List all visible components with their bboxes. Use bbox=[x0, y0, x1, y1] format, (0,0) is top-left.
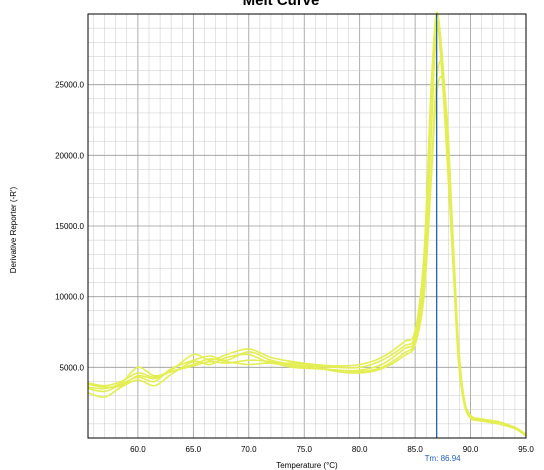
x-axis-label: Temperature (°C) bbox=[276, 461, 338, 470]
x-tick-label: 95.0 bbox=[518, 445, 534, 454]
x-tick-label: 60.0 bbox=[130, 445, 146, 454]
x-tick-label: 75.0 bbox=[296, 445, 312, 454]
axis-ticks: 60.0 65.0 70.0 75.0 80.0 85.0 90.0 95.0 5000.0 10… bbox=[55, 81, 534, 454]
x-tick-label: 85.0 bbox=[407, 445, 423, 454]
x-tick-label: 80.0 bbox=[352, 445, 368, 454]
x-tick-label: 90.0 bbox=[463, 445, 479, 454]
y-axis-label: Derivative Reporter (-R') bbox=[9, 186, 18, 273]
y-tick-label: 10000.0 bbox=[55, 293, 84, 302]
x-tick-label: 70.0 bbox=[241, 445, 257, 454]
y-tick-label: 5000.0 bbox=[60, 363, 85, 372]
chart-title: Melt Curve bbox=[243, 0, 320, 9]
melt-curve-series[interactable] bbox=[87, 75, 527, 436]
y-tick-label: 15000.0 bbox=[55, 222, 84, 231]
y-tick-label: 25000.0 bbox=[55, 81, 84, 90]
series-layer bbox=[87, 11, 527, 437]
plot-frame bbox=[87, 13, 527, 439]
tm-label: Tm: 86.94 bbox=[425, 454, 462, 463]
y-tick-label: 20000.0 bbox=[55, 151, 84, 160]
x-tick-label: 65.0 bbox=[186, 445, 202, 454]
